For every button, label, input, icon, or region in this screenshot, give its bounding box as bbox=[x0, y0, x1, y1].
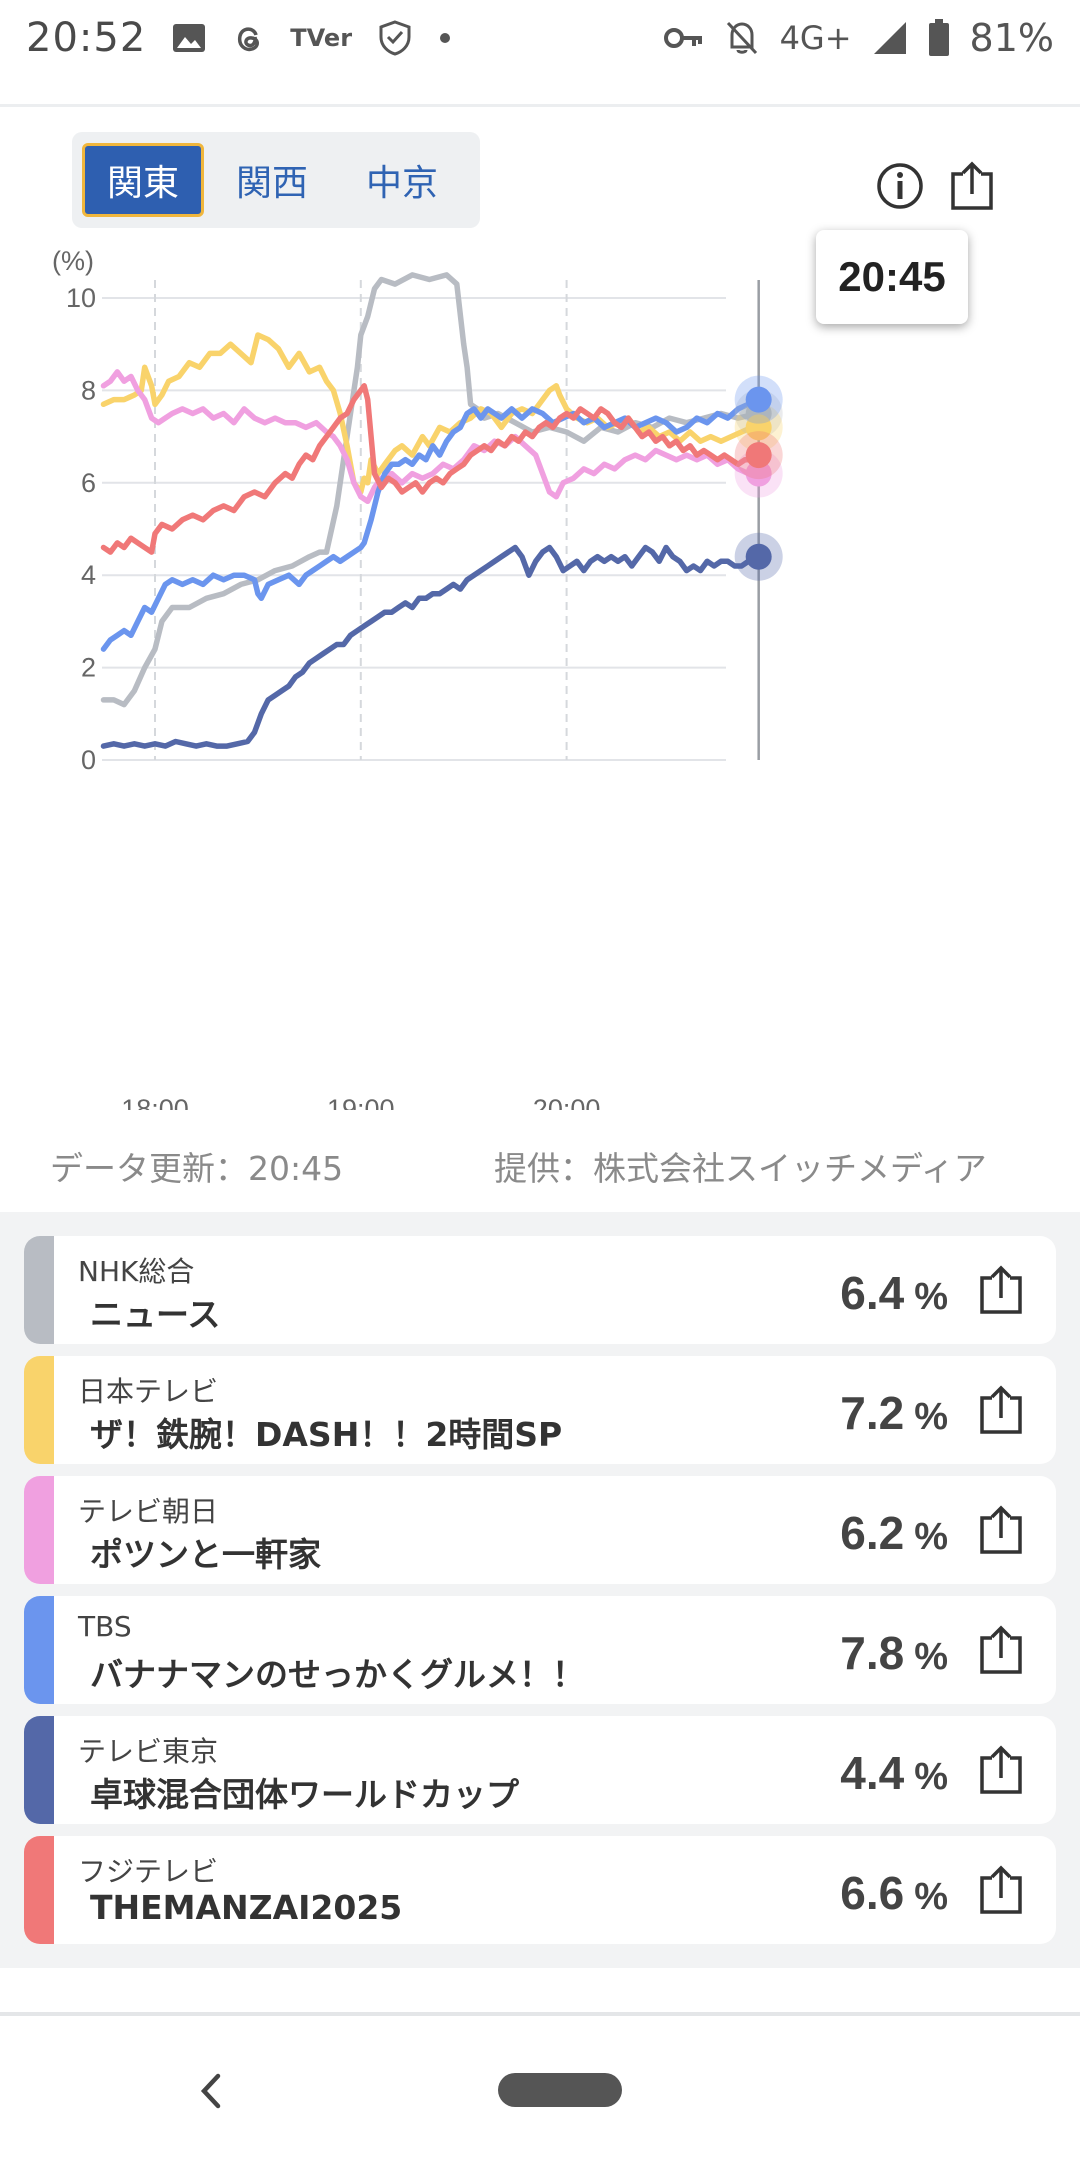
bell-off-icon bbox=[724, 19, 760, 57]
program-name: ニュース bbox=[90, 1295, 221, 1334]
channel-name: 日本テレビ bbox=[78, 1375, 219, 1408]
share-icon[interactable] bbox=[976, 1624, 1026, 1676]
channel-color-stripe bbox=[24, 1716, 54, 1824]
region-tabs: 関東 関西 中京 bbox=[72, 132, 480, 228]
rating-value: 7.8% bbox=[840, 1626, 948, 1680]
tab-kanto[interactable]: 関東 bbox=[82, 143, 204, 217]
program-name: 卓球混合団体ワールドカップ bbox=[90, 1775, 519, 1814]
program-name: THEMANZAI2025 bbox=[90, 1888, 403, 1927]
tver-icon: TVer bbox=[290, 24, 353, 52]
channel-name: テレビ朝日 bbox=[78, 1495, 219, 1528]
series-line bbox=[100, 272, 762, 708]
channel-card-nhk[interactable]: NHK総合 ニュース 6.4% bbox=[24, 1236, 1056, 1344]
share-icon[interactable] bbox=[944, 158, 1000, 214]
share-icon[interactable] bbox=[976, 1504, 1026, 1556]
rating-value: 4.4% bbox=[840, 1746, 948, 1800]
share-icon[interactable] bbox=[976, 1264, 1026, 1316]
cursor-time-bubble: 20:45 bbox=[816, 230, 968, 324]
series-end-point bbox=[745, 386, 772, 413]
gallery-icon bbox=[172, 23, 206, 53]
y-tick-label: 10 bbox=[66, 283, 96, 313]
rating-number: 4.4 bbox=[840, 1747, 905, 1799]
data-provider: 提供：株式会社スイッチメディア bbox=[494, 1149, 987, 1188]
series-line bbox=[100, 369, 762, 505]
back-chevron-icon[interactable] bbox=[190, 2066, 230, 2116]
rating-number: 7.8 bbox=[840, 1627, 905, 1679]
threads-icon bbox=[232, 21, 264, 55]
channel-card-fuji[interactable]: フジテレビ THEMANZAI2025 6.6% bbox=[24, 1836, 1056, 1944]
bottom-divider bbox=[0, 2012, 1080, 2016]
program-name: ポツンと一軒家 bbox=[90, 1535, 321, 1574]
rating-unit: % bbox=[914, 1636, 948, 1678]
channel-name: TBS bbox=[78, 1610, 132, 1643]
channel-color-stripe bbox=[24, 1476, 54, 1584]
rating-number: 7.2 bbox=[840, 1387, 905, 1439]
channel-card-tbs[interactable]: TBS バナナマンのせっかくグルメ！！ 7.8% bbox=[24, 1596, 1056, 1704]
signal-icon bbox=[872, 20, 908, 56]
status-time: 20:52 bbox=[26, 15, 147, 61]
data-update-time: データ更新：20:45 bbox=[50, 1149, 344, 1188]
x-tick-label: 18:00 bbox=[121, 1094, 189, 1110]
rating-number: 6.4 bbox=[840, 1267, 905, 1319]
channel-card-tv-tokyo[interactable]: テレビ東京 卓球混合団体ワールドカップ 4.4% bbox=[24, 1716, 1056, 1824]
rating-unit: % bbox=[914, 1876, 948, 1918]
battery-percent: 81% bbox=[969, 16, 1054, 60]
y-tick-label: 0 bbox=[81, 745, 96, 775]
series-end-point bbox=[745, 414, 772, 441]
series-end-point bbox=[745, 460, 772, 487]
y-axis-unit: (%) bbox=[52, 246, 94, 276]
series-end-point bbox=[745, 442, 772, 469]
channel-name: フジテレビ bbox=[78, 1855, 219, 1888]
rating-value: 6.6% bbox=[840, 1866, 948, 1920]
network-type: 4G+ bbox=[779, 19, 852, 57]
tab-kansai[interactable]: 関西 bbox=[235, 163, 308, 204]
channel-color-stripe bbox=[24, 1596, 54, 1704]
rating-unit: % bbox=[914, 1516, 948, 1558]
info-icon[interactable] bbox=[872, 158, 928, 214]
x-tick-label: 20:00 bbox=[533, 1094, 601, 1110]
shield-icon bbox=[378, 20, 412, 56]
y-tick-label: 8 bbox=[81, 375, 96, 405]
series-line bbox=[100, 383, 762, 555]
channel-color-stripe bbox=[24, 1236, 54, 1344]
channel-color-stripe bbox=[24, 1356, 54, 1464]
rating-number: 6.2 bbox=[840, 1507, 905, 1559]
vpn-key-icon bbox=[663, 26, 704, 50]
rating-value: 7.2% bbox=[840, 1386, 948, 1440]
dot-icon bbox=[438, 31, 452, 45]
top-divider bbox=[0, 104, 1080, 107]
y-tick-label: 2 bbox=[81, 653, 96, 683]
series-line bbox=[100, 544, 762, 749]
channel-card-tv-asahi[interactable]: テレビ朝日 ポツンと一軒家 6.2% bbox=[24, 1476, 1056, 1584]
battery-icon bbox=[928, 19, 950, 57]
rating-unit: % bbox=[914, 1396, 948, 1438]
share-icon[interactable] bbox=[976, 1864, 1026, 1916]
y-tick-label: 4 bbox=[81, 560, 96, 590]
channel-color-stripe bbox=[24, 1836, 54, 1944]
program-name: バナナマンのせっかくグルメ！！ bbox=[90, 1655, 585, 1694]
channel-name: NHK総合 bbox=[78, 1255, 195, 1288]
series-line bbox=[100, 332, 762, 495]
share-icon[interactable] bbox=[976, 1384, 1026, 1436]
tab-chukyo[interactable]: 中京 bbox=[365, 163, 438, 204]
rating-value: 6.4% bbox=[840, 1266, 948, 1320]
home-pill-icon[interactable] bbox=[498, 2073, 622, 2107]
rating-number: 6.6 bbox=[840, 1867, 905, 1919]
rating-unit: % bbox=[914, 1756, 948, 1798]
y-tick-label: 6 bbox=[81, 468, 96, 498]
share-icon[interactable] bbox=[976, 1744, 1026, 1796]
channel-name: テレビ東京 bbox=[78, 1735, 219, 1768]
x-tick-label: 19:00 bbox=[327, 1094, 395, 1110]
series-line bbox=[100, 396, 762, 652]
status-bar: 20:52 TVer 4G+ 81% bbox=[0, 0, 1080, 76]
rating-unit: % bbox=[914, 1276, 948, 1318]
channel-card-ntv[interactable]: 日本テレビ ザ！鉄腕！DASH！！2時間SP 7.2% bbox=[24, 1356, 1056, 1464]
rating-value: 6.2% bbox=[840, 1506, 948, 1560]
program-name: ザ！鉄腕！DASH！！2時間SP bbox=[90, 1415, 563, 1454]
series-end-point bbox=[745, 543, 772, 570]
